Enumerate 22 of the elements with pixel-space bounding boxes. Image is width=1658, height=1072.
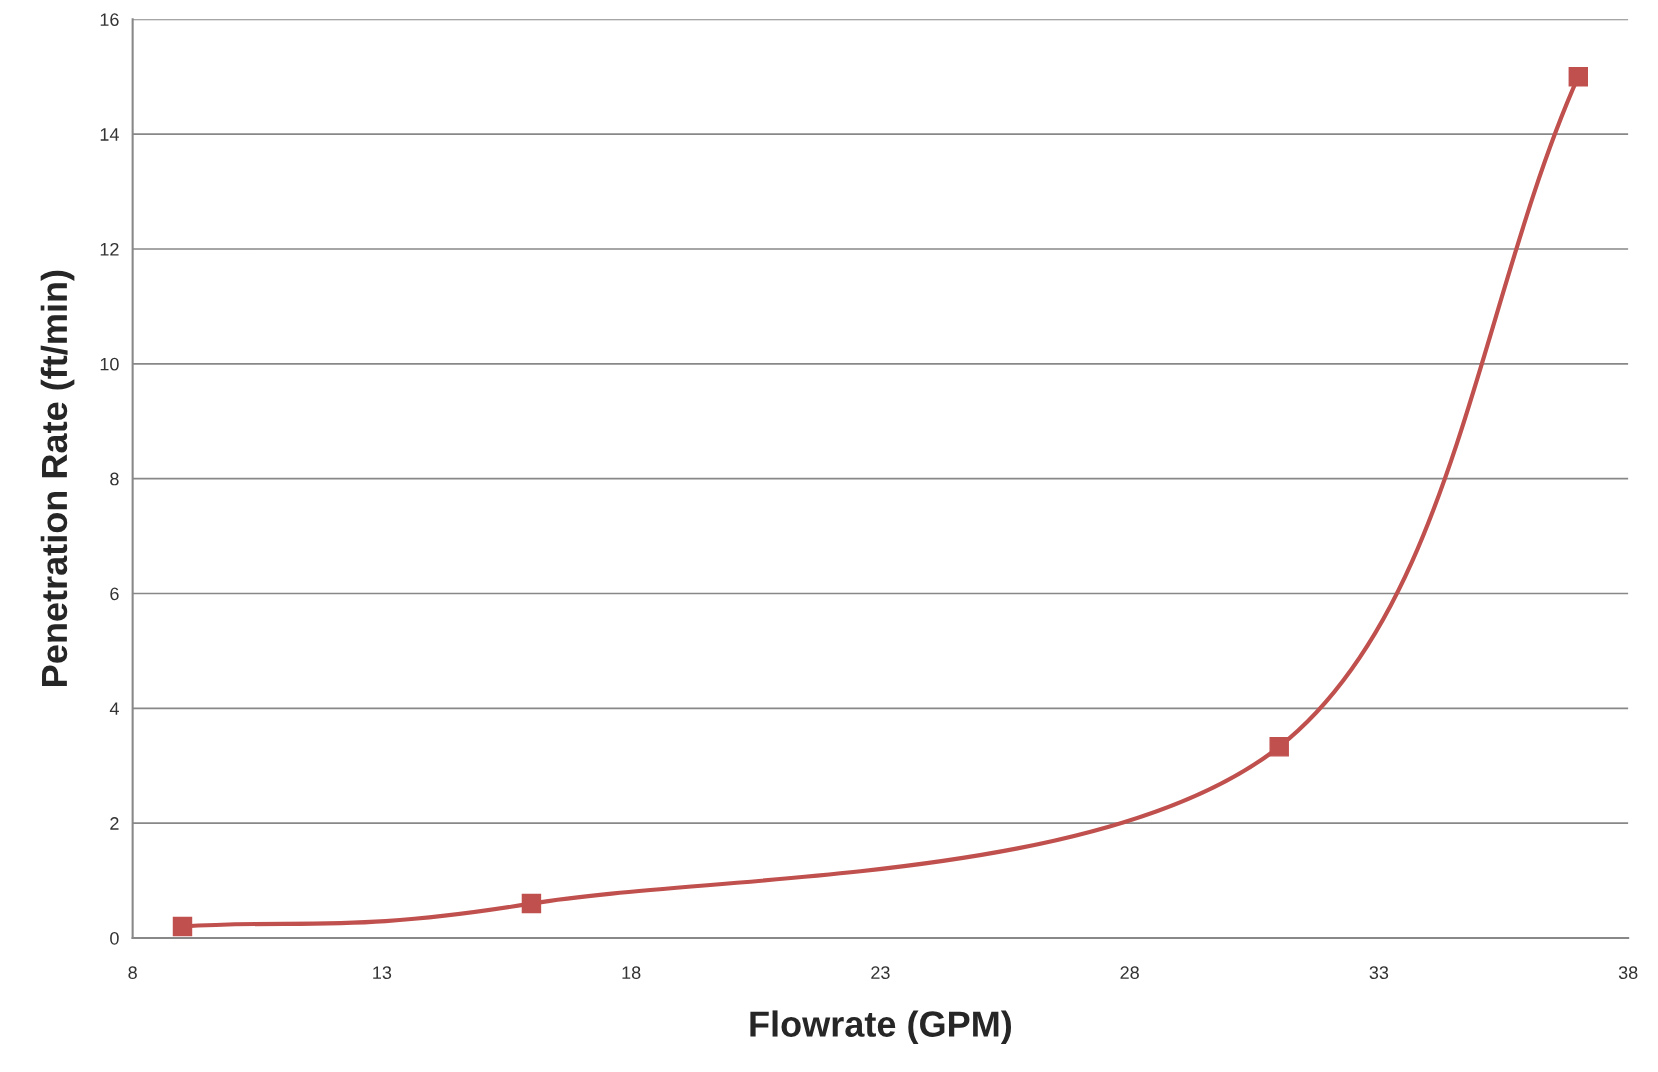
y-tick-label: 10 [100,357,119,371]
y-tick-label: 12 [100,242,119,256]
point [1568,66,1589,87]
x-tick-label: 13 [373,966,392,980]
x-tick-label: 8 [128,966,137,980]
y-tick-label: 14 [100,128,119,141]
point [1269,737,1289,757]
x-tick-label: 18 [622,966,641,980]
x-tick-label: 28 [1120,966,1139,980]
y-tick-label: 4 [109,702,119,715]
point [172,916,193,937]
y-tick-label: 0 [110,931,119,945]
y-tick-label: 6 [110,587,119,601]
y-tick-label: 2 [110,817,119,830]
point [521,893,542,914]
y-axis-title: Penetration Rate (ft/min) [40,270,75,686]
x-tick-label: 33 [1369,966,1389,980]
x-tick-label: 23 [871,966,890,980]
x-tick-label: 38 [1618,966,1638,980]
y-tick-label: 16 [100,13,119,27]
x-axis-title: Flowrate (GPM) [750,1010,1012,1045]
y-tick-label: 8 [110,472,119,486]
